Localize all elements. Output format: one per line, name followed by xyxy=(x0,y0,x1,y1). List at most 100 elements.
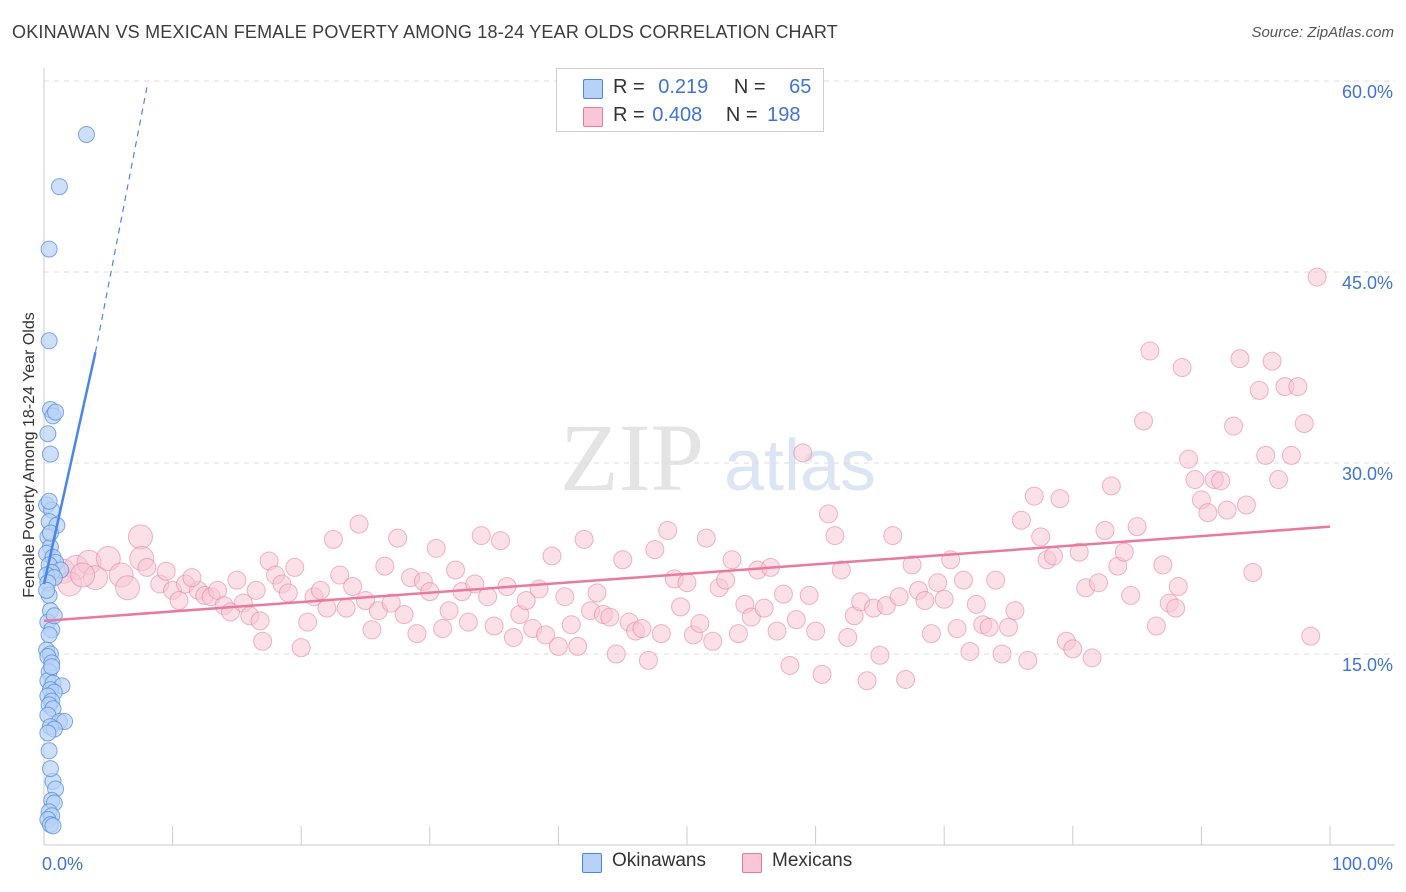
mexican-point-127 xyxy=(915,591,935,611)
mexican-point-85 xyxy=(645,540,665,560)
mexican-point-185 xyxy=(1288,377,1308,397)
mexican-point-158 xyxy=(1114,542,1134,562)
mexican-n-value: 198 xyxy=(767,104,801,126)
mexican-point-163 xyxy=(1146,616,1166,636)
mexican-point-132 xyxy=(947,619,967,639)
mexican-point-138 xyxy=(986,570,1006,590)
mexican-point-155 xyxy=(1095,520,1115,540)
mexican-point-148 xyxy=(1050,489,1070,509)
mexican-point-128 xyxy=(921,624,941,644)
y-tick-labels: 15.0% 30.0% 45.0% 60.0% xyxy=(1342,82,1393,675)
grid-lines xyxy=(44,80,1395,655)
okinawan-point-1 xyxy=(50,178,68,196)
mexican-point-84 xyxy=(638,650,658,670)
mexican-point-111 xyxy=(812,664,832,684)
mexican-point-174 xyxy=(1217,500,1237,520)
mexican-point-161 xyxy=(1134,411,1154,431)
mexican-point-160 xyxy=(1127,517,1147,537)
mexican-point-133 xyxy=(953,570,973,590)
mexican-point-150 xyxy=(1063,639,1083,659)
okinawan-point-2 xyxy=(40,240,58,258)
mexican-point-89 xyxy=(671,597,691,617)
mexican-point-70 xyxy=(548,636,568,656)
mexican-point-60 xyxy=(484,616,504,636)
mexican-point-151 xyxy=(1069,542,1089,562)
mexican-point-167 xyxy=(1172,358,1192,377)
legend-row-okinawan: R = 0.219 N = 65 xyxy=(557,73,823,101)
mexican-legend-label: Mexicans xyxy=(772,850,853,871)
okinawan-point-61 xyxy=(40,492,58,510)
okinawan-n-value: 65 xyxy=(789,76,812,98)
mexican-point-83 xyxy=(632,619,652,639)
mexican-point-143 xyxy=(1018,650,1038,670)
mexican-point-73 xyxy=(568,636,588,656)
mexican-point-122 xyxy=(883,526,903,546)
mexican-point-137 xyxy=(979,617,999,637)
okinawan-point-8 xyxy=(41,445,59,463)
mexican-point-171 xyxy=(1198,503,1218,523)
mexican-point-29 xyxy=(285,557,305,577)
mexican-point-45 xyxy=(388,528,408,548)
y-tick-label-1: 30.0% xyxy=(1342,464,1393,484)
mexican-point-76 xyxy=(587,583,607,603)
okinawan-points xyxy=(38,125,95,835)
mexican-point-43 xyxy=(375,556,395,576)
mexican-point-48 xyxy=(407,624,427,644)
watermark: ZIP atlas xyxy=(560,404,876,511)
mexican-point-35 xyxy=(323,529,343,549)
mexican-point-105 xyxy=(773,584,793,604)
mexican-point-169 xyxy=(1185,470,1205,490)
mexican-point-52 xyxy=(433,619,453,639)
mexican-point-178 xyxy=(1243,563,1263,583)
mexican-point-168 xyxy=(1179,449,1199,469)
mexican-point-33 xyxy=(310,580,330,600)
mexican-point-180 xyxy=(1256,445,1276,465)
mexican-point-69 xyxy=(542,546,562,566)
mexican-point-120 xyxy=(870,645,890,665)
mexican-point-97 xyxy=(722,550,742,570)
mexican-point-108 xyxy=(793,443,813,463)
mexican-point-192 xyxy=(182,568,202,588)
mexican-point-24 xyxy=(253,631,273,651)
mexican-n-label: N = xyxy=(725,104,758,126)
mexican-point-93 xyxy=(696,528,716,548)
mexican-point-177 xyxy=(1236,495,1256,515)
mexican-point-54 xyxy=(446,560,466,580)
mexican-point-182 xyxy=(1269,470,1289,490)
mexican-point-80 xyxy=(613,550,633,570)
okinawan-point-3 xyxy=(40,332,58,350)
mexican-point-86 xyxy=(651,624,671,644)
okinawan-r-value: 0.219 xyxy=(658,76,709,98)
mexican-point-166 xyxy=(1166,598,1186,618)
mexican-trend-line xyxy=(43,525,1331,623)
mexican-point-28 xyxy=(278,583,298,603)
mexican-point-134 xyxy=(960,641,980,661)
mexican-point-36 xyxy=(330,565,350,585)
mexican-point-71 xyxy=(555,587,575,607)
mexican-point-12 xyxy=(169,591,189,611)
mexican-point-142 xyxy=(1011,510,1031,530)
okinawan-trend-line xyxy=(42,351,97,585)
mexican-point-139 xyxy=(992,644,1012,664)
mexican-point-190 xyxy=(70,562,96,588)
mexican-point-125 xyxy=(902,555,922,575)
mexican-point-107 xyxy=(786,610,806,630)
mexican-point-4 xyxy=(95,546,121,571)
mexican-point-106 xyxy=(780,655,800,675)
mexican-point-59 xyxy=(478,587,498,607)
mexican-point-20 xyxy=(227,570,247,590)
mexican-point-129 xyxy=(928,573,948,593)
mexican-point-53 xyxy=(439,601,459,621)
mexican-point-23 xyxy=(246,580,266,600)
mexican-point-135 xyxy=(966,594,986,614)
okinawan-n-label: N = xyxy=(733,76,766,98)
okinawan-point-48 xyxy=(40,742,58,760)
watermark-atlas: atlas xyxy=(724,426,876,506)
mexican-point-194 xyxy=(1168,577,1188,597)
y-tick-label-3: 60.0% xyxy=(1342,82,1393,102)
mexican-point-96 xyxy=(716,570,736,590)
trend-lines xyxy=(42,87,1331,623)
mexican-point-112 xyxy=(818,504,838,524)
mexican-point-123 xyxy=(889,587,909,607)
